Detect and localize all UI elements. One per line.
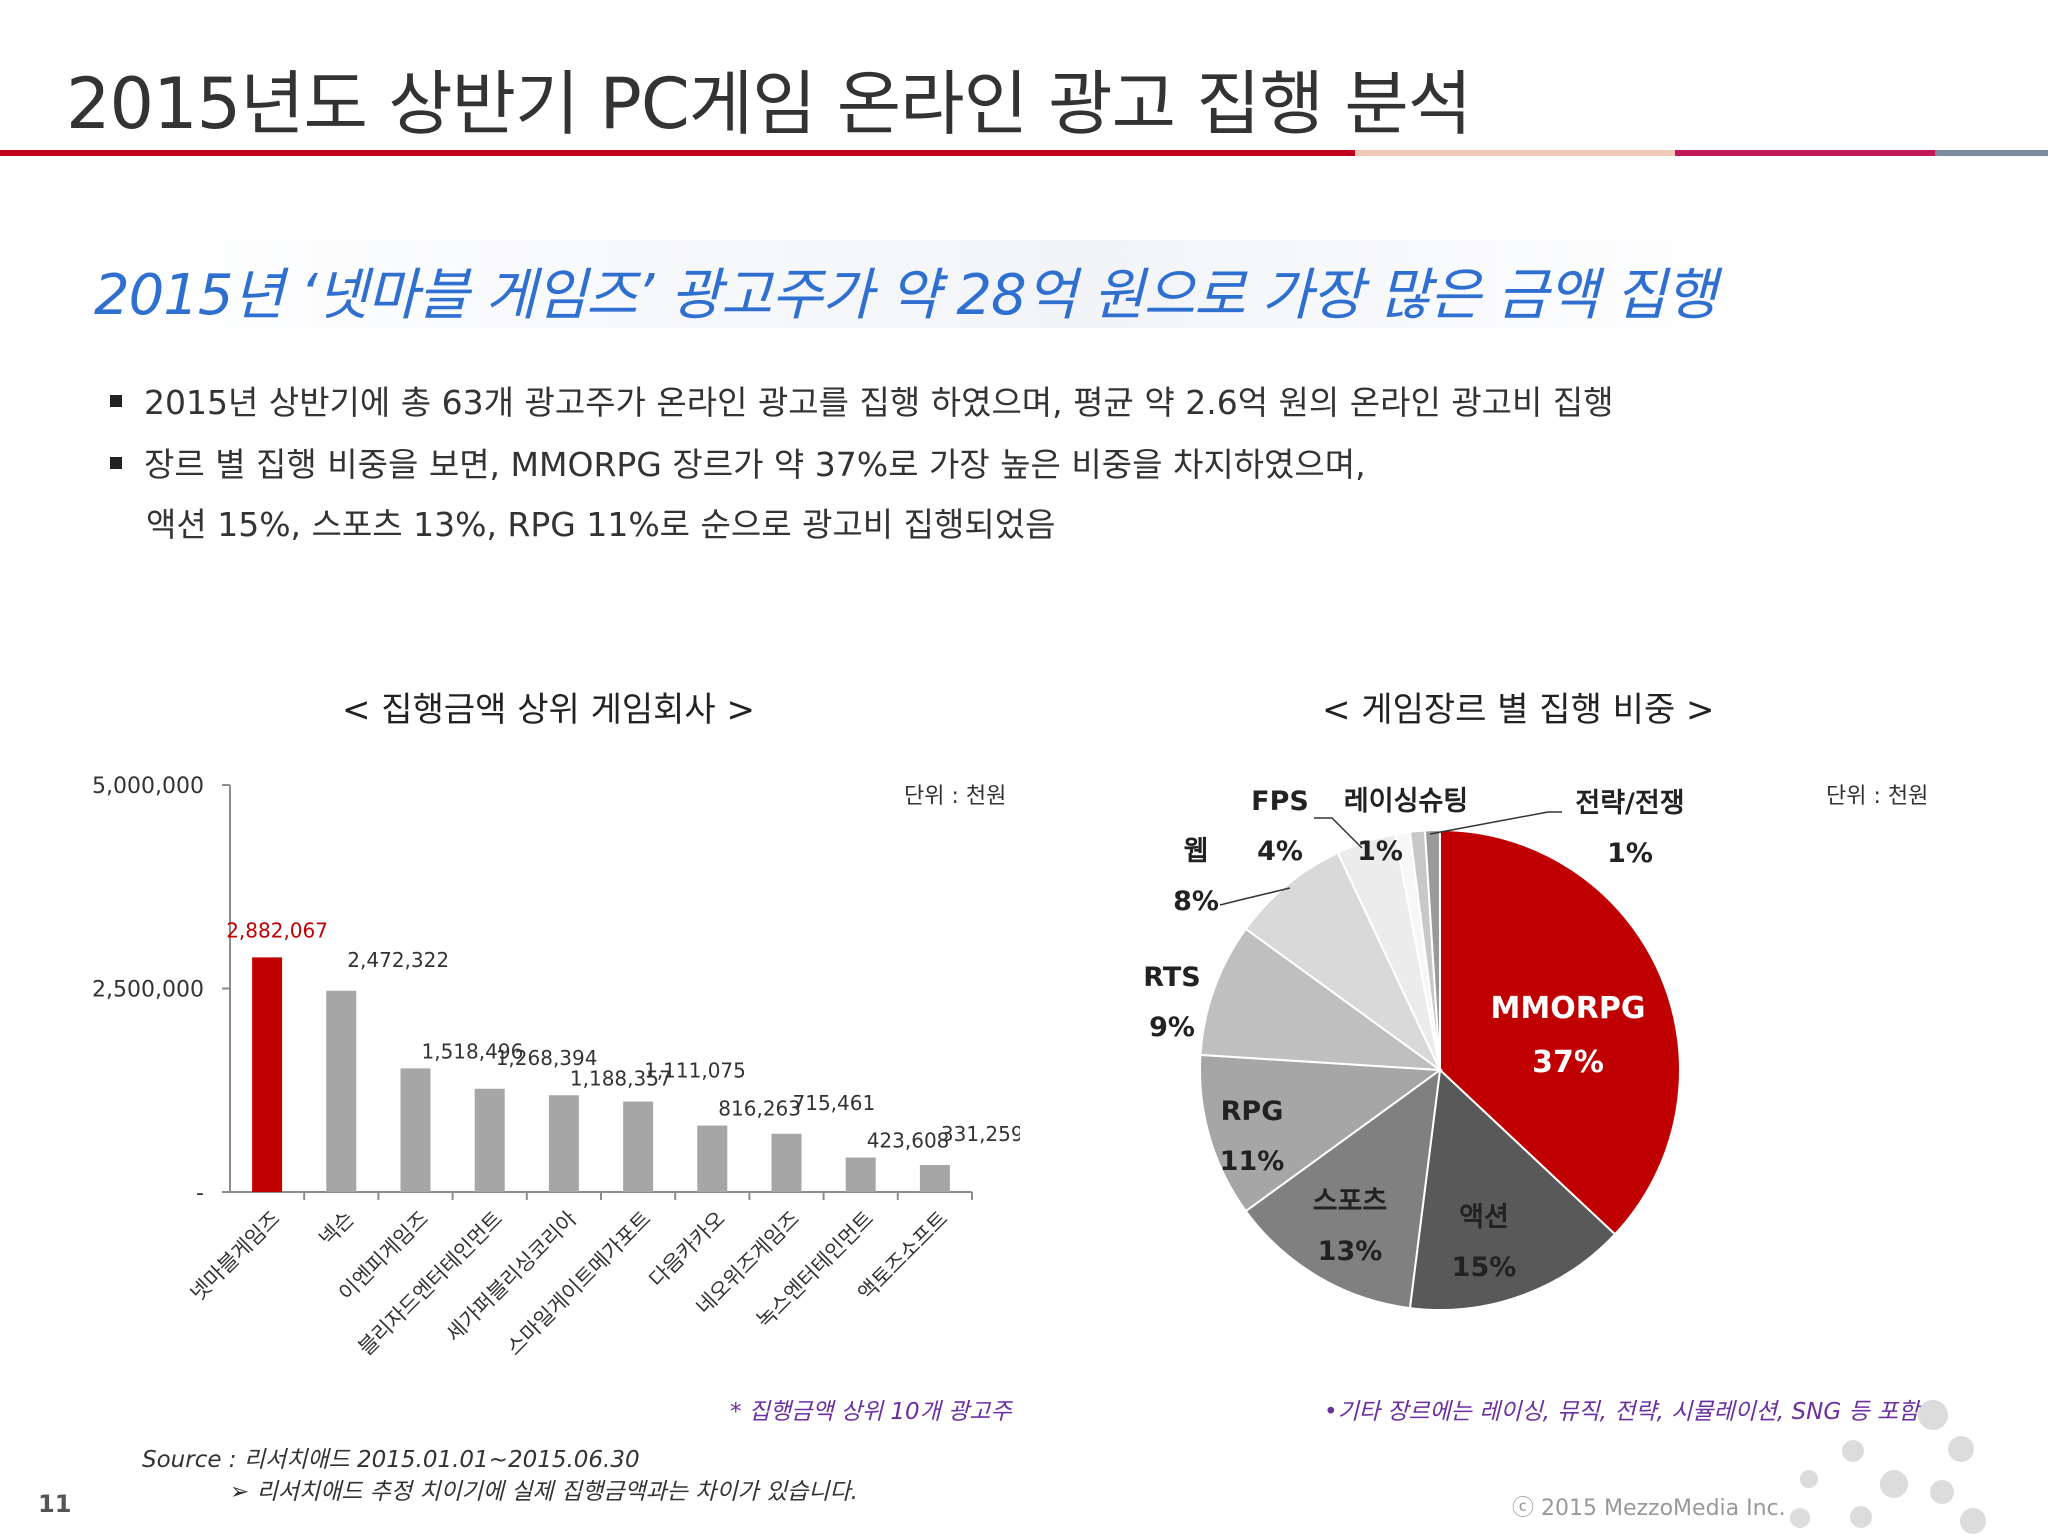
pie-percent-label: 1% — [1607, 838, 1653, 869]
bar-value-label: 715,461 — [793, 1091, 876, 1115]
source-text: Source : 리서치애드 2015.01.01~2015.06.30 — [142, 1447, 640, 1473]
y-tick-label: 2,500,000 — [92, 978, 204, 1003]
source-disclaimer: ➢ 리서치애드 추정 치이기에 실제 집행금액과는 차이가 있습니다. — [230, 1479, 858, 1505]
pie-percent-label: 15% — [1452, 1252, 1517, 1283]
title-underline-accent-3 — [1935, 150, 2048, 156]
pie-percent-label: 8% — [1173, 886, 1219, 917]
decorative-dot — [1930, 1480, 1954, 1504]
bullet-item: 2015년 상반기에 총 63개 광고주가 온라인 광고를 집행 하였으며, 평… — [110, 376, 1614, 424]
pie-slice-label: 스포츠 — [1313, 1186, 1388, 1217]
pie-slice-label: FPS — [1251, 786, 1309, 817]
bullet-square-icon — [110, 456, 122, 469]
bar-chart: - 2,500,000 5,000,000 2,882,067 넷마블게임즈 2,472,… — [92, 774, 1020, 1360]
bar — [771, 1133, 802, 1192]
bar-value-label: 1,111,075 — [644, 1059, 746, 1083]
leader-line — [1429, 811, 1562, 835]
bar — [252, 957, 283, 1192]
bar-value-label: 1,518,496 — [422, 1039, 524, 1063]
pie-slice-label: 전략/전쟁 — [1575, 788, 1684, 819]
title-underline-accent-2 — [1675, 150, 1935, 156]
pie-percent-label: 4% — [1257, 836, 1303, 867]
pie-chart-note: •기타 장르에는 레이싱, 뮤직, 전략, 시뮬레이션, SNG 등 포함 — [1324, 1399, 1920, 1425]
pie-slice-label: 웹 — [1184, 836, 1209, 867]
y-tick-label: - — [196, 1181, 204, 1206]
bar-chart-note: * 집행금액 상위 10개 광고주 — [730, 1399, 1012, 1425]
x-category-label: 세가퍼블리싱코리아 — [442, 1207, 582, 1347]
decorative-dot — [1790, 1508, 1810, 1528]
bullet-text: 2015년 상반기에 총 63개 광고주가 온라인 광고를 집행 하였으며, 평… — [144, 383, 1614, 422]
x-category-label: 블리자드엔터테인먼트 — [354, 1207, 508, 1360]
pie-slice-label: RPG — [1221, 1096, 1284, 1127]
decorative-dot — [1842, 1440, 1864, 1462]
bar-value-label: 2,472,322 — [347, 948, 449, 972]
pie-slice-label: MMORPG — [1491, 991, 1646, 1026]
bar — [697, 1125, 728, 1192]
bar — [400, 1068, 431, 1192]
bar-value-label: 1,268,394 — [496, 1046, 598, 1070]
bar-unit-label: 단위 : 천원 — [904, 784, 1007, 809]
title-underline — [0, 150, 2048, 156]
pie-chart-title: < 게임장르 별 집행 비중 > — [1322, 690, 1715, 730]
bullet-continuation: 액션 15%, 스포츠 13%, RPG 11%로 순으로 광고비 집행되었음 — [146, 505, 1056, 544]
pie-slice — [1199, 1053, 1443, 1213]
bar-value-label: 816,263 — [718, 1097, 801, 1121]
bar — [845, 1157, 876, 1192]
bar — [919, 1165, 950, 1192]
bullet-text: 장르 별 집행 비중을 보면, MMORPG 장르가 약 37%로 가장 높은 … — [144, 445, 1366, 484]
x-category-label: 스마일게이트메가포트 — [502, 1207, 656, 1360]
decorative-dot — [1850, 1506, 1872, 1528]
pie-slice — [1244, 851, 1441, 1071]
x-category-label: 넥슨 — [315, 1207, 359, 1251]
pie-percent-label: 13% — [1318, 1236, 1383, 1267]
pie-percent-label: 11% — [1220, 1146, 1285, 1177]
bar-value-label: 1,188,357 — [570, 1066, 672, 1090]
page-number: 11 — [38, 1490, 72, 1518]
pie-slice-label: 액션 — [1459, 1202, 1509, 1233]
bar — [326, 990, 357, 1192]
page-title: 2015년도 상반기 PC게임 온라인 광고 집행 분석 — [66, 63, 1472, 145]
x-category-label: 넷마블게임즈 — [186, 1207, 285, 1306]
bullet-item: 장르 별 집행 비중을 보면, MMORPG 장르가 약 37%로 가장 높은 … — [110, 438, 1366, 486]
pie-slice — [1423, 828, 1441, 1071]
title-underline-accent-1 — [1355, 150, 1675, 156]
copyright: ⓒ 2015 MezzoMedia Inc. — [1512, 1496, 1786, 1521]
pie-slice — [1199, 927, 1444, 1072]
decorative-dot — [1948, 1436, 1974, 1462]
pie-percent-label: 9% — [1149, 1012, 1195, 1043]
decorative-dot — [1880, 1470, 1908, 1498]
bar-chart-title: < 집행금액 상위 게임회사 > — [342, 690, 756, 730]
bar — [474, 1088, 505, 1192]
bar-value-label: 331,259 — [941, 1122, 1020, 1146]
pie-percent-label: 1% — [1357, 836, 1403, 867]
pie-slice-label: RTS — [1143, 962, 1200, 993]
bar — [623, 1101, 654, 1192]
pie-slice-label: 레이싱슈팅 — [1344, 786, 1468, 817]
leader-line — [1314, 817, 1363, 849]
bar-value-label: 2,882,067 — [226, 918, 328, 942]
decorative-dot — [1800, 1470, 1818, 1488]
leader-line — [1219, 887, 1291, 906]
bullet-square-icon — [110, 394, 122, 407]
headline: 2015년 ‘넷마블 게임즈’ 광고주가 약 28억 원으로 가장 많은 금액 … — [94, 263, 1717, 328]
decorative-dot — [1960, 1508, 1986, 1534]
headline-band — [90, 240, 1760, 328]
bar — [548, 1095, 579, 1192]
pie-slice — [1244, 1067, 1442, 1310]
pie-slice — [1408, 1067, 1617, 1311]
pie-percent-label: 37% — [1532, 1045, 1604, 1080]
pie-unit-label: 단위 : 천원 — [1826, 784, 1929, 809]
decorative-dot — [1918, 1400, 1948, 1430]
pie-chart: MMORPG 37% 액션 15% 스포츠 13% RPG 11% RTS 9% 웹 8% FPS 4% 레… — [1143, 786, 1685, 1311]
bar-value-label: 423,608 — [867, 1129, 950, 1153]
y-tick-label: 5,000,000 — [92, 774, 204, 799]
pie-slice — [1439, 828, 1681, 1236]
